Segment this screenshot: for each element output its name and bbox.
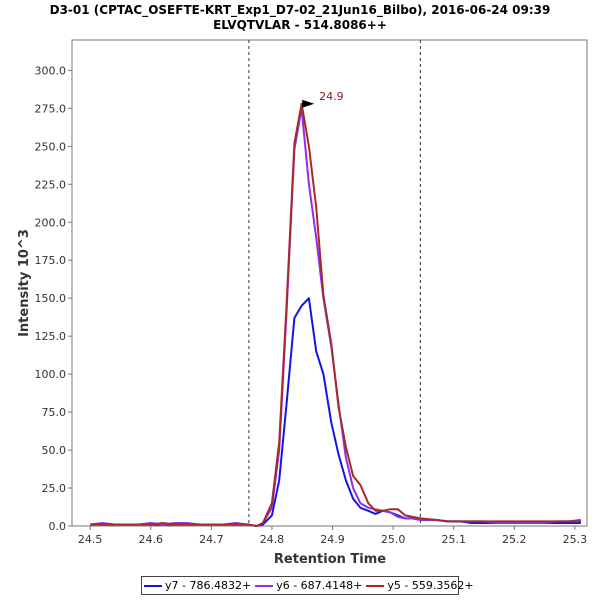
x-tick-label: 24.6 (139, 533, 164, 546)
x-tick-label: 25.2 (502, 533, 527, 546)
y-tick-label: 275.0 (35, 102, 67, 115)
legend-swatch (366, 584, 385, 587)
y-tick-label: 225.0 (35, 178, 67, 191)
legend-label: y5 - 559.3562+ (387, 579, 474, 592)
chart-title: D3-01 (CPTAC_OSEFTE-KRT_Exp1_D7-02_21Jun… (49, 3, 551, 17)
retention-window-markers (248, 40, 421, 526)
y-axis-ticks: 0.0 25.0 50.0 75.0 100.0 125.0 150.0 175.0 200.0… (35, 64, 72, 533)
x-axis-title: Retention Time (274, 552, 386, 567)
x-tick-label: 25.1 (441, 533, 466, 546)
peak-arrow-icon (302, 99, 315, 108)
x-tick-label: 24.9 (320, 533, 345, 546)
y-tick-label: 50.0 (42, 444, 67, 457)
x-tick-label: 24.5 (78, 533, 103, 546)
legend-label: y6 - 687.4148+ (276, 579, 363, 592)
x-tick-label: 24.8 (260, 533, 285, 546)
y-tick-label: 150.0 (35, 292, 67, 305)
legend: y7 - 786.4832+ y6 - 687.4148+ y5 - 559.356… (141, 576, 474, 595)
chart-subtitle: ELVQTVLAR - 514.8086++ (213, 18, 387, 32)
legend-item: y6 - 687.4148+ (255, 579, 362, 592)
series-line-y5 (90, 102, 581, 527)
y-tick-label: 75.0 (42, 406, 67, 419)
plot-area (71, 39, 588, 527)
y-tick-label: 175.0 (35, 254, 67, 267)
legend-item: y7 - 786.4832+ (144, 579, 251, 592)
legend-label: y7 - 786.4832+ (165, 579, 252, 592)
peak-label: 24.9 (319, 90, 344, 103)
legend-item: y5 - 559.3562+ (366, 579, 474, 592)
peak-annotation: 24.9 (302, 90, 344, 108)
x-axis-ticks: 24.5 24.6 24.7 24.8 24.9 25.0 25.1 25.2 25.3 (78, 526, 587, 546)
legend-swatch (255, 584, 274, 587)
y-tick-label: 200.0 (35, 216, 67, 229)
y-tick-label: 300.0 (35, 64, 67, 77)
y-tick-label: 250.0 (35, 140, 67, 153)
x-tick-label: 25.0 (381, 533, 406, 546)
x-tick-label: 25.3 (563, 533, 588, 546)
y-tick-label: 0.0 (49, 520, 67, 533)
y-tick-label: 100.0 (35, 368, 67, 381)
y-tick-label: 25.0 (42, 482, 67, 495)
x-tick-label: 24.7 (199, 533, 224, 546)
y-tick-label: 125.0 (35, 330, 67, 343)
y-axis-title: Intensity 10^3 (17, 229, 32, 337)
series-lines (90, 102, 582, 527)
legend-swatch (144, 584, 162, 587)
